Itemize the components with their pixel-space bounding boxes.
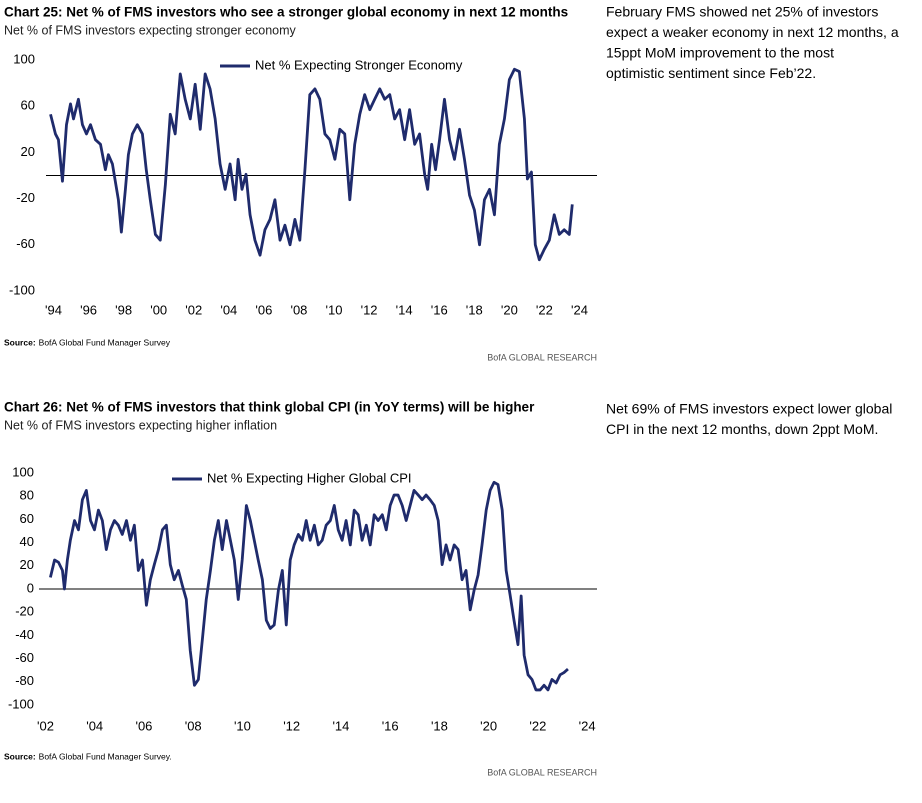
y-tick-label: 100 <box>13 51 35 66</box>
brand: BofA GLOBAL RESEARCH <box>487 352 597 362</box>
commentary: optimistic sentiment since Feb’22. <box>606 65 816 81</box>
y-tick-label: 40 <box>20 534 34 549</box>
x-tick-label: '06 <box>135 718 152 733</box>
x-tick-label: '10 <box>326 302 343 317</box>
y-tick-label: -60 <box>15 650 34 665</box>
y-tick-label: 60 <box>20 511 34 526</box>
source-label: Source: <box>4 337 36 347</box>
x-tick-label: '04 <box>220 302 237 317</box>
x-tick-label: '16 <box>431 302 448 317</box>
x-tick-label: '14 <box>332 718 349 733</box>
data-line <box>49 67 574 262</box>
commentary: expect a weaker economy in next 12 month… <box>606 24 899 40</box>
x-tick-label: '18 <box>431 718 448 733</box>
x-tick-label: '00 <box>150 302 167 317</box>
x-tick-label: '12 <box>361 302 378 317</box>
y-tick-label: -20 <box>15 604 34 619</box>
x-tick-label: '98 <box>115 302 132 317</box>
chart-subtitle: Net % of FMS investors expecting stronge… <box>4 23 297 37</box>
x-tick-label: '16 <box>382 718 399 733</box>
chart-title: Chart 26: Net % of FMS investors that th… <box>4 400 535 415</box>
x-tick-label: '08 <box>290 302 307 317</box>
chart-title: Chart 25: Net % of FMS investors who see… <box>4 5 568 20</box>
y-tick-label: -40 <box>15 627 34 642</box>
x-tick-label: '02 <box>185 302 202 317</box>
x-tick-label: '02 <box>37 718 54 733</box>
commentary: Net 69% of FMS investors expect lower gl… <box>606 401 892 417</box>
y-tick-label: -20 <box>16 190 35 205</box>
x-tick-label: '24 <box>579 718 596 733</box>
x-tick-label: '18 <box>466 302 483 317</box>
y-tick-label: -80 <box>15 673 34 688</box>
chart-subtitle: Net % of FMS investors expecting higher … <box>4 418 277 432</box>
source-label: Source: <box>4 751 36 761</box>
y-tick-label: 0 <box>27 580 34 595</box>
y-tick-label: 20 <box>20 557 34 572</box>
y-tick-label: -60 <box>16 236 35 251</box>
legend-label: Net % Expecting Stronger Economy <box>255 57 463 72</box>
y-tick-label: -100 <box>8 696 34 711</box>
commentary: CPI in the next 12 months, down 2ppt MoM… <box>606 421 878 437</box>
x-tick-label: '22 <box>536 302 553 317</box>
brand: BofA GLOBAL RESEARCH <box>487 767 597 777</box>
y-tick-label: 20 <box>21 144 35 159</box>
x-tick-label: '04 <box>86 718 103 733</box>
x-tick-label: '06 <box>255 302 272 317</box>
y-tick-label: 60 <box>21 98 35 113</box>
x-tick-label: '08 <box>185 718 202 733</box>
x-tick-label: '94 <box>45 302 62 317</box>
commentary: February FMS showed net 25% of investors <box>606 4 878 20</box>
x-tick-label: '22 <box>529 718 546 733</box>
commentary: 15ppt MoM improvement to the most <box>606 45 834 61</box>
x-tick-label: '96 <box>80 302 97 317</box>
source: BofA Global Fund Manager Survey <box>39 337 171 347</box>
y-tick-label: -100 <box>9 282 35 297</box>
data-line <box>49 480 569 692</box>
x-tick-label: '14 <box>396 302 413 317</box>
x-tick-label: '20 <box>501 302 518 317</box>
source: BofA Global Fund Manager Survey. <box>39 751 172 761</box>
y-tick-label: 100 <box>12 464 34 479</box>
x-tick-label: '20 <box>480 718 497 733</box>
x-tick-label: '12 <box>283 718 300 733</box>
y-tick-label: 80 <box>20 488 34 503</box>
x-tick-label: '10 <box>234 718 251 733</box>
legend-label: Net % Expecting Higher Global CPI <box>207 470 411 485</box>
x-tick-label: '24 <box>571 302 588 317</box>
